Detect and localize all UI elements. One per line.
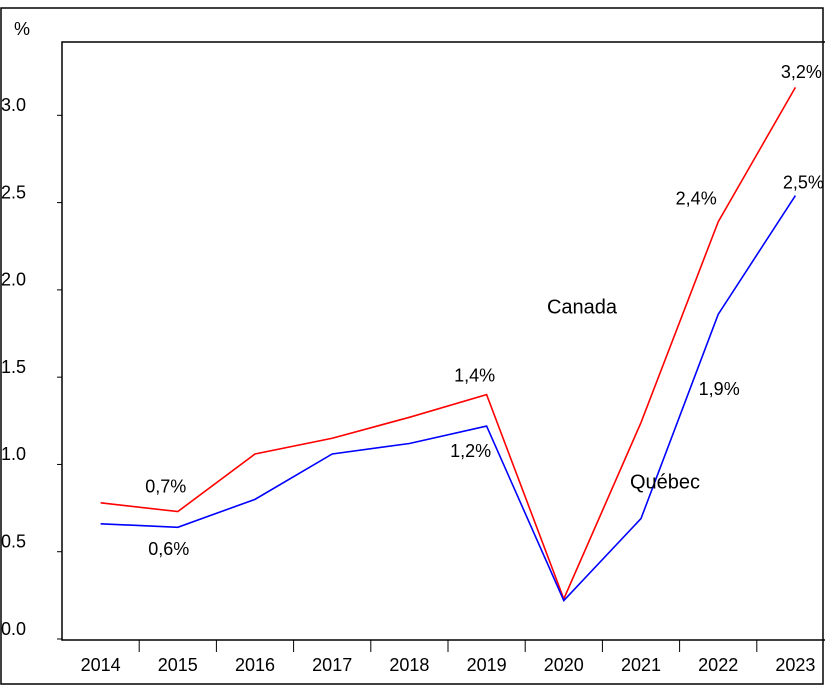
y-axis-label: % (14, 19, 30, 39)
y-tick-label: 1.0 (1, 444, 26, 464)
x-tick-label: 2020 (544, 655, 584, 675)
y-tick-label: 2.0 (1, 270, 26, 290)
line-series (100, 86, 797, 601)
data-label: 0,7% (145, 476, 186, 496)
x-tick-label: 2021 (621, 655, 661, 675)
y-tick-label: 1.5 (1, 357, 26, 377)
data-label: 1,9% (699, 379, 740, 399)
plot-frame (61, 41, 825, 641)
outer-frame (0, 7, 824, 685)
x-tick-label: 2016 (235, 655, 275, 675)
data-label: 2,5% (783, 172, 824, 192)
data-label: 3,2% (781, 62, 822, 82)
x-tick-label: 2017 (312, 655, 352, 675)
data-label: 0,6% (148, 539, 189, 559)
y-tick-label: 2.5 (1, 182, 26, 202)
data-label: 2,4% (676, 189, 717, 209)
data-label: 1,4% (454, 365, 495, 385)
y-tick-label: 0.0 (1, 619, 26, 639)
y-tick-label: 0.5 (1, 531, 26, 551)
x-tick-label: 2014 (81, 655, 121, 675)
x-tick-label: 2019 (467, 655, 507, 675)
x-tick-label: 2018 (389, 655, 429, 675)
series-label: Québec (630, 471, 700, 493)
line-series (100, 195, 797, 603)
y-tick-label: 3.0 (1, 95, 26, 115)
x-tick-label: 2023 (775, 655, 815, 675)
x-tick-label: 2022 (698, 655, 738, 675)
data-label: 1,2% (450, 441, 491, 461)
series-label: Canada (547, 296, 618, 318)
x-tick-label: 2015 (158, 655, 198, 675)
